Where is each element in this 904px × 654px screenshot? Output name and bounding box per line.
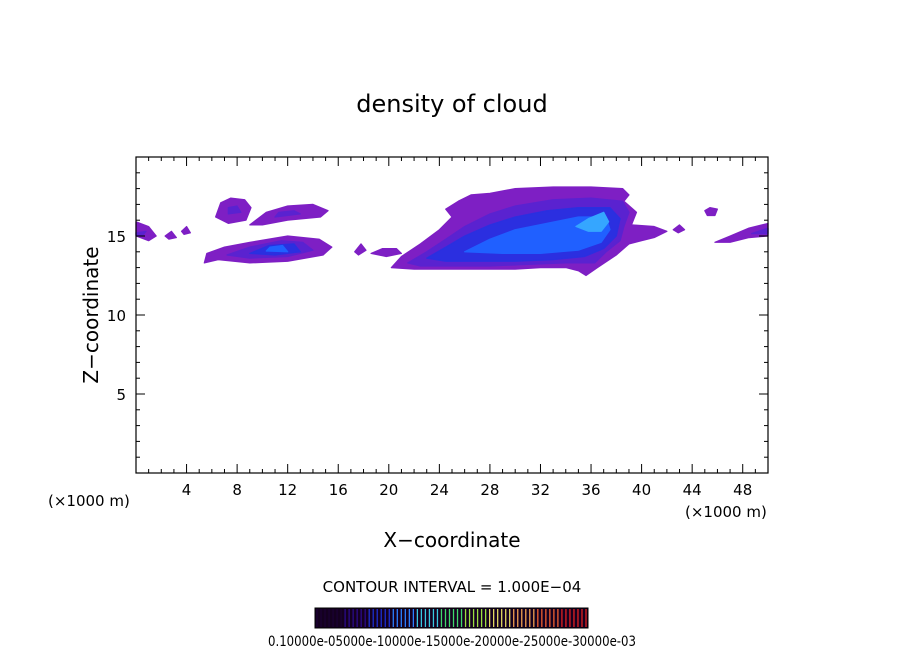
- colorbar-frame: [314, 607, 589, 629]
- x-tick-label: 8: [232, 481, 242, 499]
- cloud-region-speck-level-1: [164, 230, 177, 240]
- colorbar-background: [315, 608, 588, 628]
- y-tick-label: 15: [107, 228, 126, 246]
- x-tick-label: 20: [379, 481, 398, 499]
- x-axis-label: X−coordinate: [383, 528, 520, 552]
- cloud-region-speck-level-1: [370, 248, 402, 258]
- cloud-region-speck-level-1: [180, 225, 191, 235]
- cloud-region-upper-mid-band-level-2: [274, 210, 301, 218]
- x-unit-right: (×1000 m): [685, 503, 767, 521]
- x-tick-labels: 4 8 12 16 20 24 28 32 36 40 44 48: [182, 481, 752, 499]
- y-tick-label: 10: [107, 307, 126, 325]
- chart-title: density of cloud: [356, 90, 547, 118]
- y-tick-label: 5: [116, 386, 126, 404]
- x-tick-label: 24: [430, 481, 449, 499]
- x-unit-left: (×1000 m): [48, 492, 130, 510]
- contour-interval-label: CONTOUR INTERVAL = 1.000E−04: [323, 578, 582, 596]
- axis-ticks: [136, 157, 768, 473]
- cloud-region-speck-level-1: [672, 224, 686, 234]
- x-tick-label: 12: [278, 481, 297, 499]
- x-tick-label: 48: [733, 481, 752, 499]
- x-tick-label: 40: [632, 481, 651, 499]
- colorbar: [315, 608, 588, 628]
- cloud-region-upper-left-puff-level-2: [227, 205, 242, 215]
- cloud-region-speck-level-1: [704, 207, 719, 217]
- x-tick-label: 16: [329, 481, 348, 499]
- cloud-region-main-cloud-level-5: [575, 211, 610, 232]
- x-tick-label: 32: [531, 481, 550, 499]
- x-tick-label: 44: [683, 481, 702, 499]
- x-tick-label: 28: [480, 481, 499, 499]
- x-tick-label: 36: [581, 481, 600, 499]
- colorbar-labels: 0.10000e-05000e-10000e-15000e-20000e-250…: [268, 634, 636, 650]
- y-tick-labels: 5 10 15: [107, 228, 126, 404]
- y-axis-label: Z−coordinate: [79, 246, 103, 383]
- cloud-region-left-low-band-level-4: [265, 244, 289, 253]
- x-tick-label: 4: [182, 481, 192, 499]
- cloud-region-speck-level-1: [354, 243, 367, 256]
- cloud-contours: [135, 186, 769, 277]
